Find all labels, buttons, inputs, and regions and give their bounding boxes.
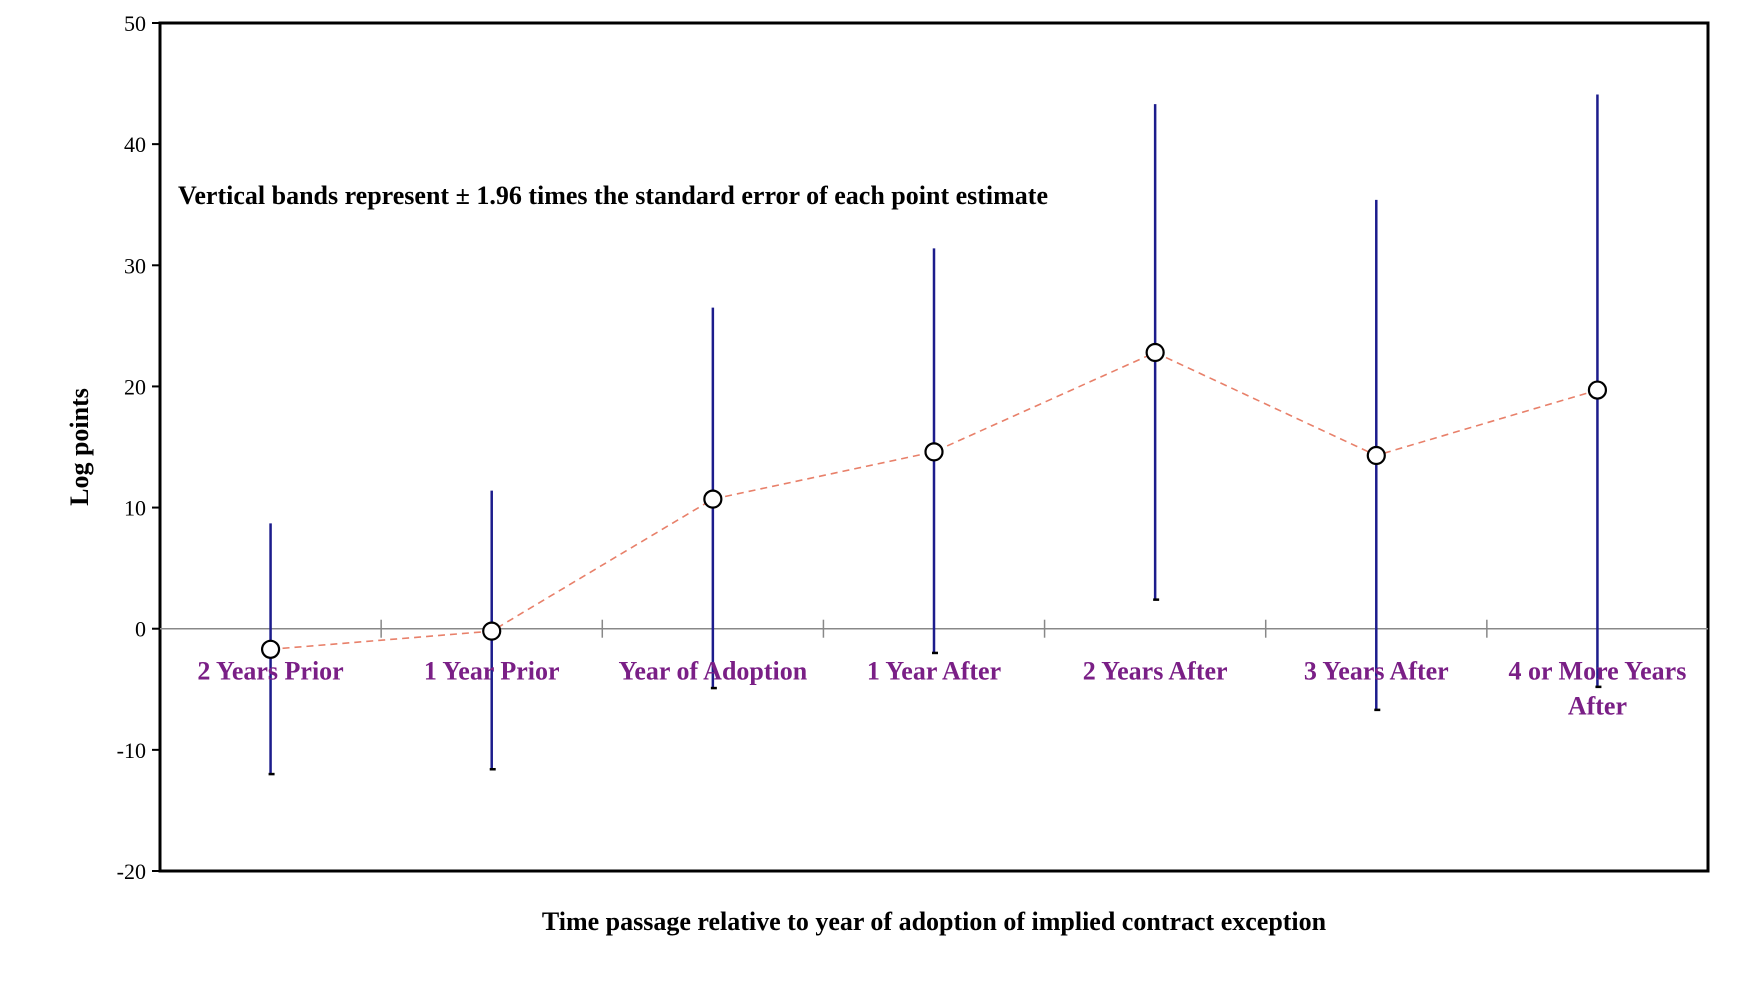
data-point	[1366, 445, 1386, 466]
y-axis: -20 -10 0 10 20 30 40 50	[117, 11, 160, 884]
y-tick-label: 30	[124, 253, 146, 278]
y-tick-label: -10	[117, 738, 146, 763]
x-axis-ticks	[380, 619, 1488, 638]
category-label: Year of Adoption	[618, 657, 807, 686]
data-point	[1145, 342, 1165, 363]
y-tick-label: 10	[124, 496, 146, 521]
data-point	[482, 621, 502, 641]
category-labels: 2 Years Prior 1 Year Prior Year of Adoptio…	[197, 657, 1686, 721]
category-label: 4 or More Years After	[1508, 657, 1686, 721]
y-tick-label: 0	[135, 617, 146, 642]
category-label: 3 Years After	[1304, 657, 1449, 686]
category-label: 1 Year Prior	[424, 657, 560, 686]
data-point	[260, 639, 281, 659]
data-point	[924, 442, 944, 462]
x-axis-title: Time passage relative to year of adoptio…	[542, 907, 1327, 936]
data-point	[1587, 380, 1608, 400]
data-point	[703, 489, 723, 509]
y-tick-label: 50	[124, 11, 146, 36]
y-tick-label: 40	[124, 132, 146, 157]
category-label: 2 Years After	[1083, 657, 1228, 686]
point-markers	[260, 342, 1608, 659]
category-label: 2 Years Prior	[197, 657, 343, 686]
category-label: 1 Year After	[867, 657, 1001, 686]
y-axis-title: Log points	[65, 388, 94, 506]
annotation-text: Vertical bands represent ± 1.96 times th…	[178, 181, 1048, 210]
y-tick-label: -20	[117, 859, 146, 884]
y-tick-label: 20	[124, 374, 146, 399]
